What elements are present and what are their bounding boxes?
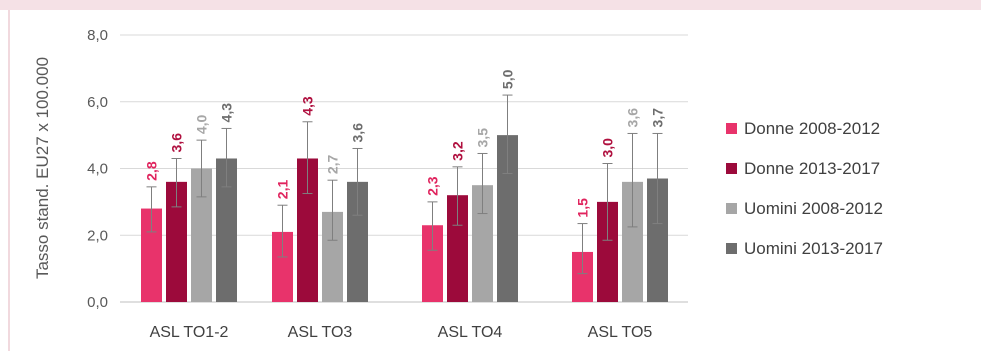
bar	[497, 135, 518, 302]
bar	[216, 158, 237, 302]
x-tick-label: ASL TO4	[438, 324, 503, 341]
y-tick-label: 0,0	[87, 294, 108, 311]
legend-label: Donne 2008-2012	[744, 119, 880, 138]
bar	[647, 178, 668, 302]
legend-swatch	[726, 123, 737, 134]
bar	[597, 201, 618, 302]
legend-swatch	[726, 203, 737, 214]
data-label: 5,0	[500, 69, 516, 89]
data-label: 2,7	[325, 155, 341, 175]
top-band	[0, 0, 981, 10]
bar	[622, 181, 643, 302]
bar	[191, 168, 212, 302]
bar	[297, 158, 318, 302]
y-tick-label: 4,0	[87, 161, 108, 178]
left-rule	[8, 10, 10, 351]
data-label: 3,0	[600, 138, 616, 158]
legend-swatch	[726, 163, 737, 174]
data-label: 4,3	[300, 96, 316, 116]
bar	[422, 225, 443, 302]
legend-label: Donne 2013-2017	[744, 159, 880, 178]
data-label: 2,1	[275, 180, 291, 200]
legend-label: Uomini 2013-2017	[744, 239, 883, 258]
data-label: 2,3	[425, 176, 441, 196]
data-label: 2,8	[144, 161, 160, 181]
data-label: 3,6	[625, 108, 641, 128]
data-label: 3,2	[450, 141, 466, 161]
bar	[141, 208, 162, 302]
data-label: 1,5	[575, 198, 591, 218]
bar	[166, 181, 187, 302]
bar	[347, 181, 368, 302]
data-label: 3,5	[475, 128, 491, 148]
bar	[572, 251, 593, 302]
y-tick-label: 6,0	[87, 94, 108, 111]
bar	[447, 195, 468, 302]
y-tick-label: 8,0	[87, 27, 108, 44]
data-label: 3,6	[169, 133, 185, 153]
y-axis-title: Tasso stand. EU27 x 100.000	[33, 57, 52, 279]
x-tick-label: ASL TO3	[288, 324, 353, 341]
y-tick-label: 2,0	[87, 227, 108, 244]
x-tick-label: ASL TO5	[588, 324, 653, 341]
bar	[472, 185, 493, 302]
data-label: 3,7	[650, 108, 666, 128]
data-label: 4,3	[219, 103, 235, 123]
data-label: 4,0	[194, 114, 210, 134]
legend-swatch	[726, 243, 737, 254]
bar	[272, 231, 293, 302]
bar	[322, 211, 343, 302]
x-tick-label: ASL TO1-2	[150, 324, 229, 341]
legend-label: Uomini 2008-2012	[744, 199, 883, 218]
data-label: 3,6	[350, 123, 366, 143]
